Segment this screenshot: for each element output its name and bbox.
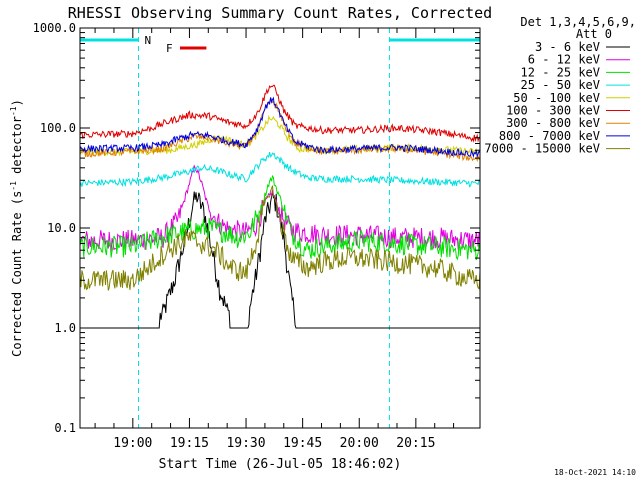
y-label-mid: detector xyxy=(10,116,24,181)
legend-label-9: 7000 - 15000 keV xyxy=(484,142,600,156)
series-line-6 xyxy=(79,84,481,143)
y-label-sup1: -1 xyxy=(9,181,18,191)
legend-header-line2: Att 0 xyxy=(576,27,612,41)
x-tick-label-1: 19:00 xyxy=(113,436,152,451)
legend-label-3: 12 - 25 keV xyxy=(521,65,600,79)
x-tick-label-3: 19:30 xyxy=(226,436,265,451)
chart-title: RHESSI Observing Summary Count Rates, Co… xyxy=(68,4,492,22)
y-tick-label-5: 0.1 xyxy=(54,421,76,435)
x-tick-label-2: 19:15 xyxy=(170,436,209,451)
series-line-4 xyxy=(79,151,481,188)
y-label-sup2: -1 xyxy=(9,106,18,116)
series-line-1 xyxy=(80,190,480,329)
flare-label: F xyxy=(166,42,173,55)
y-tick-label-2: 100.0 xyxy=(40,121,76,135)
legend-label-8: 800 - 7000 keV xyxy=(499,129,600,143)
x-axis-label: Start Time (26-Jul-05 18:46:02) xyxy=(159,457,402,472)
series-line-2 xyxy=(79,164,481,252)
y-label-main: Corrected Count Rate (s xyxy=(10,191,24,357)
legend-header-line1: Det 1,3,4,5,6,9, xyxy=(520,15,636,29)
legend-label-7: 300 - 800 keV xyxy=(506,116,600,130)
legend-label-4: 25 - 50 keV xyxy=(521,78,600,92)
series-line-9 xyxy=(79,185,481,291)
legend-label-6: 100 - 300 keV xyxy=(506,104,600,118)
plot-area: NF xyxy=(79,28,481,428)
legend-label-1: 3 - 6 keV xyxy=(535,40,600,54)
series-line-5 xyxy=(79,114,481,157)
x-tick-label-5: 20:00 xyxy=(340,436,379,451)
plot-frame xyxy=(79,27,481,429)
legend-label-5: 50 - 100 keV xyxy=(513,91,600,105)
y-tick-label-4: 1.0 xyxy=(54,321,76,335)
axes: 1000.0 100.0 10.0 1.0 0.1 19:00 19:15 19:30 19:4… xyxy=(33,21,480,451)
y-axis-label: Corrected Count Rate (s-1 detector-1) xyxy=(9,99,24,357)
y-label-end: ) xyxy=(10,99,24,106)
y-tick-label-1: 1000.0 xyxy=(33,21,76,35)
y-tick-label-3: 10.0 xyxy=(47,221,76,235)
series-line-3 xyxy=(79,174,481,261)
night-label: N xyxy=(144,34,151,47)
x-tick-label-6: 20:15 xyxy=(396,436,435,451)
legend-label-2: 6 - 12 keV xyxy=(528,53,600,67)
series-line-8 xyxy=(79,96,481,159)
footer-timestamp: 18-Oct-2021 14:10 xyxy=(554,468,636,477)
x-tick-label-4: 19:45 xyxy=(283,436,322,451)
